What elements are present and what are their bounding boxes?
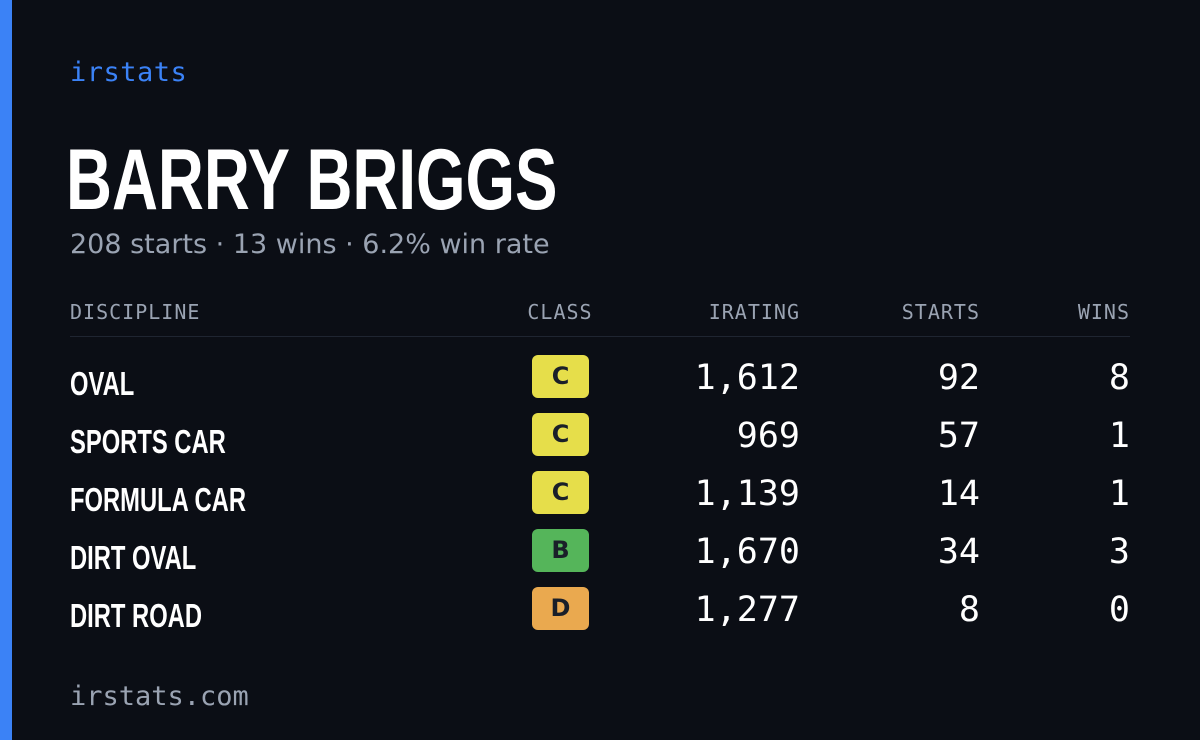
header-discipline: DISCIPLINE	[70, 300, 201, 324]
discipline-name: SPORTS CAR	[70, 423, 226, 460]
header-irating: IRATING	[708, 300, 800, 324]
table-row: DIRT ROAD D 1,277 8 0	[70, 584, 1130, 642]
license-class-badge: B	[532, 529, 589, 572]
wins-value: 3	[1108, 532, 1130, 572]
starts-value: 34	[937, 532, 980, 572]
irating-value: 969	[736, 416, 800, 456]
wins-value: 8	[1108, 358, 1130, 398]
discipline-stats-table: DISCIPLINE CLASS IRATING STARTS WINS OVA…	[70, 296, 1130, 642]
starts-value: 57	[937, 416, 980, 456]
license-class-badge: C	[532, 471, 589, 514]
wins-value: 1	[1108, 474, 1130, 514]
wins-value: 0	[1108, 590, 1130, 630]
discipline-name: FORMULA CAR	[70, 481, 246, 518]
table-body: OVAL C 1,612 92 8 SPORTS CAR C 969 57 1 …	[70, 352, 1130, 642]
header-starts: STARTS	[901, 300, 980, 324]
footer-domain: irstats.com	[70, 681, 249, 712]
table-row: DIRT OVAL B 1,670 34 3	[70, 526, 1130, 584]
starts-value: 8	[958, 590, 980, 630]
discipline-name: OVAL	[70, 365, 135, 402]
table-row: FORMULA CAR C 1,139 14 1	[70, 468, 1130, 526]
irating-value: 1,670	[694, 532, 800, 572]
driver-name: BARRY BRIGGS	[66, 132, 558, 228]
license-class-badge: C	[532, 413, 589, 456]
starts-value: 92	[937, 358, 980, 398]
table-row: OVAL C 1,612 92 8	[70, 352, 1130, 410]
table-row: SPORTS CAR C 969 57 1	[70, 410, 1130, 468]
license-class-badge: C	[532, 355, 589, 398]
discipline-name: DIRT ROAD	[70, 597, 202, 634]
irating-value: 1,277	[694, 590, 800, 630]
irating-value: 1,612	[694, 358, 800, 398]
starts-value: 14	[937, 474, 980, 514]
wins-value: 1	[1108, 416, 1130, 456]
table-header: DISCIPLINE CLASS IRATING STARTS WINS	[70, 296, 1130, 337]
header-class: CLASS	[527, 300, 593, 324]
irating-value: 1,139	[694, 474, 800, 514]
driver-summary: 208 starts · 13 wins · 6.2% win rate	[70, 229, 550, 260]
brand-logo: irstats	[70, 57, 188, 88]
discipline-name: DIRT OVAL	[70, 539, 197, 576]
license-class-badge: D	[532, 587, 589, 630]
accent-bar	[0, 0, 12, 740]
header-wins: WINS	[1077, 300, 1130, 324]
